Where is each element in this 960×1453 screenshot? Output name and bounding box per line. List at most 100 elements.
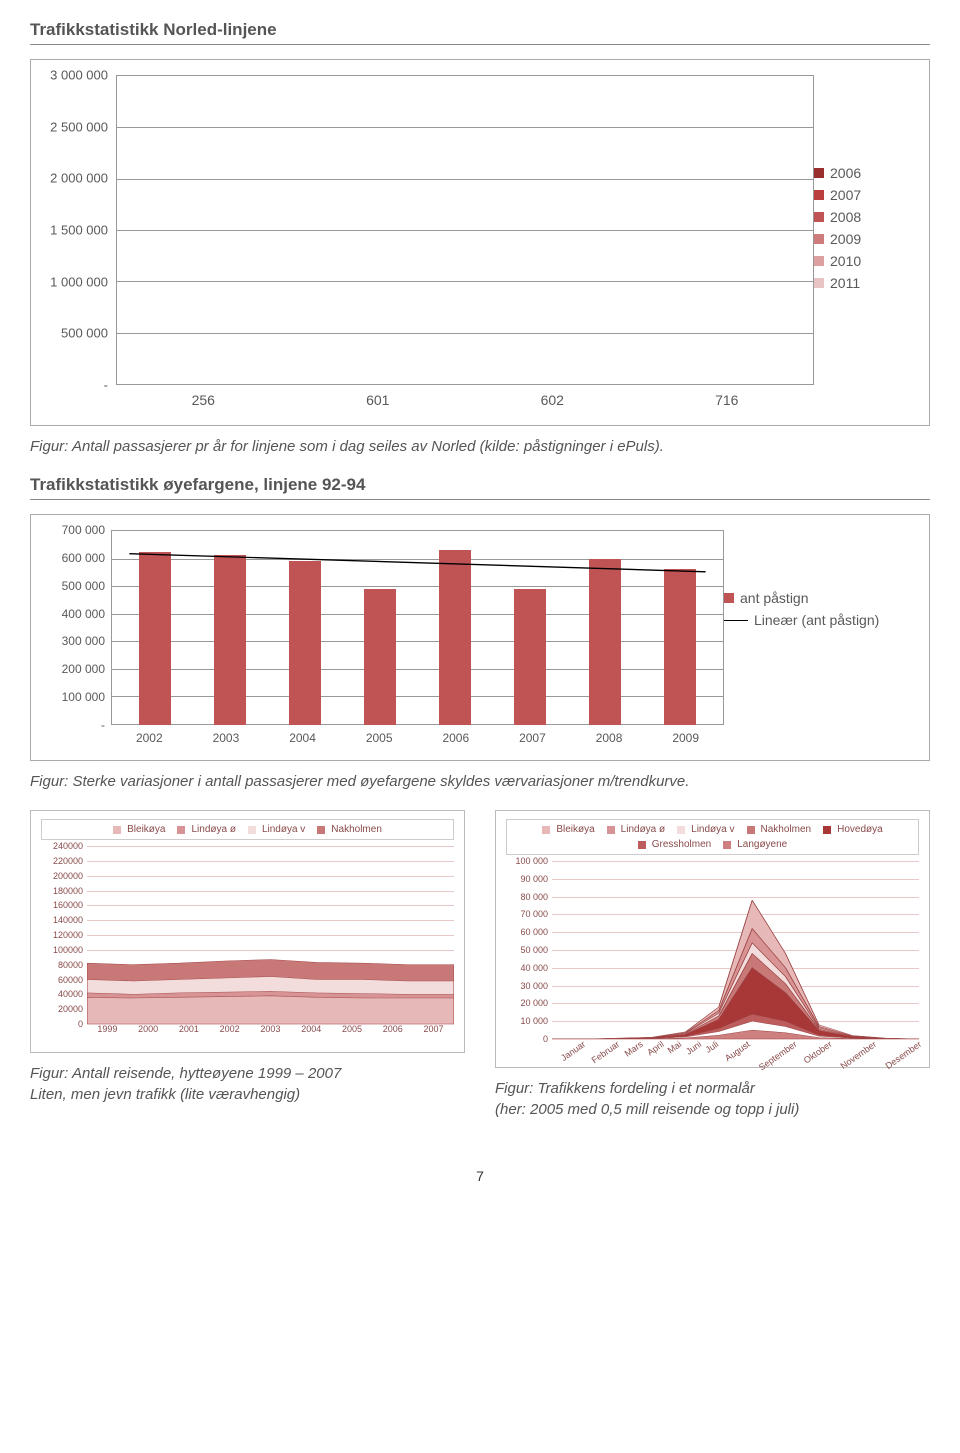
chart4-ytick: 20 000 [520, 998, 548, 1008]
section2-title: Trafikkstatistikk øyefargene, linjene 92… [30, 475, 930, 500]
chart2-plot: -100 000200 000300 000400 000500 000600 … [46, 530, 724, 750]
chart4-ytick: 100 000 [515, 856, 548, 866]
legend-label: 2006 [830, 165, 861, 181]
chart2-xtick: 2008 [596, 731, 623, 745]
chart4-ytick: 70 000 [520, 909, 548, 919]
chart1-ytick: 2 500 000 [50, 119, 108, 134]
chart2-ytick: 700 000 [62, 523, 105, 537]
chart4-legend-item: Nakholmen [747, 824, 812, 835]
chart2-container: -100 000200 000300 000400 000500 000600 … [30, 514, 930, 761]
legend-swatch [814, 278, 824, 288]
chart4-ytick: 30 000 [520, 981, 548, 991]
chart2-ytick: 600 000 [62, 551, 105, 565]
chart2-xtick: 2003 [213, 731, 240, 745]
chart1-ytick: 1 500 000 [50, 223, 108, 238]
chart4-xtick: September [757, 1039, 799, 1072]
chart3-yaxis: 0200004000060000800001000001200001400001… [41, 846, 87, 1024]
chart3-legend-item: Nakholmen [317, 824, 382, 835]
chart4-xtick: Februar [590, 1039, 622, 1065]
chart4-xtick: Januar [559, 1039, 587, 1063]
chart4-xtick: August [723, 1039, 752, 1063]
chart4-container: BleikøyaLindøya øLindøya vNakholmenHoved… [495, 810, 930, 1068]
chart1-ytick: - [104, 378, 108, 393]
chart2-xtick: 2004 [289, 731, 316, 745]
chart2-bar [289, 561, 321, 725]
chart1-caption: Figur: Antall passasjerer pr år for linj… [30, 436, 930, 457]
legend-swatch [814, 256, 824, 266]
chart3-xtick: 1999 [97, 1024, 117, 1034]
chart3-xtick: 2005 [342, 1024, 362, 1034]
chart3-xtick: 2000 [138, 1024, 158, 1034]
chart2-ytick: 500 000 [62, 579, 105, 593]
chart4-legend-item: Langøyene [723, 839, 787, 850]
chart3-xtick: 2001 [179, 1024, 199, 1034]
chart3-ytick: 40000 [58, 989, 83, 999]
chart1-xtick: 602 [541, 392, 564, 408]
chart3-xtick: 2003 [260, 1024, 280, 1034]
chart4-xtick: Oktober [802, 1039, 834, 1066]
chart1-ytick: 2 000 000 [50, 171, 108, 186]
chart3-caption: Figur: Antall reisende, hytteøyene 1999 … [30, 1063, 465, 1105]
chart2-xtick: 2009 [672, 731, 699, 745]
legend-swatch [814, 190, 824, 200]
chart1-xtick: 256 [192, 392, 215, 408]
chart1-ytick: 500 000 [61, 326, 108, 341]
chart3-legend-item: Bleikøya [113, 824, 165, 835]
chart3-ytick: 20000 [58, 1004, 83, 1014]
chart2-bar [664, 569, 696, 725]
chart4-svg [552, 861, 919, 1039]
chart3-container: Bleikøya Lindøya ø Lindøya v Nakholmen 0 200… [30, 810, 465, 1053]
chart3-ytick: 100000 [53, 945, 83, 955]
chart4-ytick: 0 [543, 1034, 548, 1044]
chart2-bar [139, 552, 171, 725]
chart4-ytick: 40 000 [520, 963, 548, 973]
chart2-legend-item: Lineær (ant påstign) [724, 612, 914, 628]
chart2-bar [214, 555, 246, 725]
chart1-ytick: 1 000 000 [50, 274, 108, 289]
chart1-plot: - 500 000 1 000 000 1 500 000 2 000 000 2 500… [46, 75, 814, 415]
chart3-legend-item: Lindøya ø [177, 824, 235, 835]
legend-swatch [814, 168, 824, 178]
chart1-legend-item: 2006 [814, 165, 914, 181]
chart4-col: BleikøyaLindøya øLindøya vNakholmenHoved… [495, 810, 930, 1138]
chart4-plot: 010 00020 00030 00040 00050 00060 00070 … [506, 861, 919, 1061]
chart3-ytick: 200000 [53, 871, 83, 881]
chart2-xtick: 2007 [519, 731, 546, 745]
legend-label: 2007 [830, 187, 861, 203]
legend-label: 2008 [830, 209, 861, 225]
chart3-ytick: 120000 [53, 930, 83, 940]
chart4-yaxis: 010 00020 00030 00040 00050 00060 00070 … [506, 861, 552, 1039]
chart2-legend-item: ant påstign [724, 590, 914, 606]
chart1-bars [116, 75, 814, 385]
chart1-legend: 200620072008200920102011 [814, 75, 914, 415]
chart3-xtick: 2007 [423, 1024, 443, 1034]
page-number: 7 [30, 1168, 930, 1184]
chart2-ytick: 200 000 [62, 662, 105, 676]
chart4-legend-item: Bleikøya [542, 824, 594, 835]
chart3-col: Bleikøya Lindøya ø Lindøya v Nakholmen 0 200… [30, 810, 465, 1138]
chart2-ytick: 400 000 [62, 607, 105, 621]
chart3-ytick: 240000 [53, 841, 83, 851]
chart2-bar [439, 550, 471, 726]
chart2-xtick: 2005 [366, 731, 393, 745]
chart1-xtick: 716 [715, 392, 738, 408]
chart2-ytick: - [101, 718, 105, 732]
chart4-ytick: 50 000 [520, 945, 548, 955]
chart3-xtick: 2002 [220, 1024, 240, 1034]
chart3-ytick: 60000 [58, 975, 83, 985]
chart3-legend-item: Lindøya v [248, 824, 305, 835]
chart2-legend: ant påstign Lineær (ant påstign) [724, 530, 914, 750]
chart1-legend-item: 2009 [814, 231, 914, 247]
chart4-ytick: 60 000 [520, 927, 548, 937]
section1-title: Trafikkstatistikk Norled-linjene [30, 20, 930, 45]
chart3-ytick: 0 [78, 1019, 83, 1029]
chart4-xtick: Juni [684, 1039, 703, 1057]
chart4-ytick: 90 000 [520, 874, 548, 884]
chart1-legend-item: 2010 [814, 253, 914, 269]
chart2-xtick: 2002 [136, 731, 163, 745]
chart4-caption: Figur: Trafikkens fordeling i et normalå… [495, 1078, 930, 1120]
chart3-xtick: 2004 [301, 1024, 321, 1034]
chart1-legend-item: 2008 [814, 209, 914, 225]
chart1-xaxis: 256601602716 [116, 385, 814, 415]
chart3-legend: Bleikøya Lindøya ø Lindøya v Nakholmen [41, 819, 454, 840]
